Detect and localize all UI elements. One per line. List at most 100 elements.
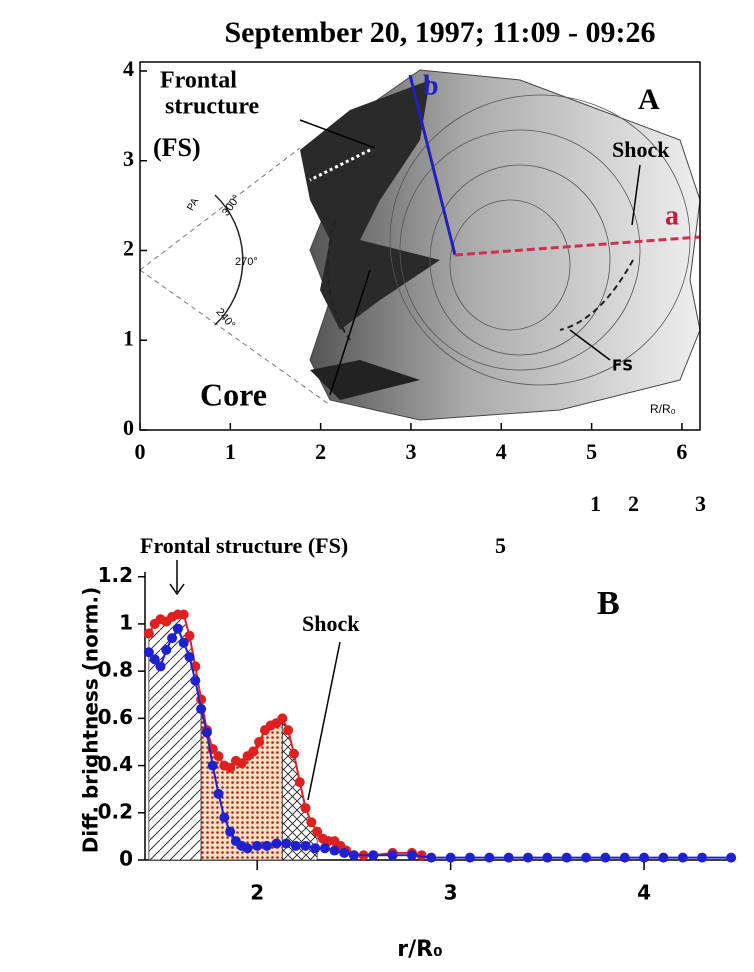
data-point [677,852,688,863]
y-tick-label: 1.2 [98,563,133,587]
annotation: 3 [695,491,706,516]
y-tick-label: 0.2 [98,799,133,823]
annotation: Shock [302,611,360,636]
data-point [542,852,553,863]
data-point [329,845,340,856]
data-point [213,751,224,762]
data-point [225,826,236,837]
data-point [271,838,282,849]
data-point [178,609,189,620]
data-point [196,703,207,714]
data-point [484,852,495,863]
data-point [143,647,154,658]
data-point [319,843,330,854]
y-tick-label: 1 [119,610,133,634]
annotation: (FS) [153,133,201,162]
x-tick-label: 2 [250,881,264,905]
data-point [288,748,299,759]
data-point [464,852,475,863]
data-point [143,628,154,639]
data-point [426,852,437,863]
annotation: b [423,70,439,101]
data-point [368,850,379,861]
annotation: Frontal [160,68,237,94]
data-point [219,812,230,823]
data-point [242,843,253,854]
data-point [184,651,195,662]
annotation: Core [200,376,267,412]
annotation: A [638,83,660,116]
data-point [312,826,323,837]
data-point [619,852,630,863]
data-point [161,644,172,655]
y-tick-label: 2 [123,236,134,261]
annotation: 240° [213,306,237,331]
data-point [639,852,650,863]
panel-a-image [139,69,701,421]
data-point [201,727,212,738]
data-point [658,852,669,863]
annotation: 300° [220,193,243,219]
data-point [281,838,292,849]
chart-title: September 20, 1997; 11:09 - 09:26 [224,16,655,49]
y-tick-label: 0 [123,415,134,440]
data-point [149,654,160,665]
annotation: structure [165,94,260,120]
data-point [348,850,359,861]
y-tick-label: 1 [123,325,134,350]
annotation: PA [185,196,201,213]
plot-frame [139,61,701,431]
x-tick-label: 2 [315,439,326,464]
data-point [445,852,456,863]
annotation: a [665,200,679,231]
data-point [184,630,195,641]
data-point [190,675,201,686]
y-tick-label: 4 [123,56,134,81]
y-tick-label: 3 [123,146,134,171]
data-point [277,713,288,724]
y-tick-label: 0.8 [98,658,133,682]
data-point [207,760,218,771]
data-point [416,850,427,861]
data-point [254,736,265,747]
data-point [155,661,166,672]
x-tick-label: 5 [586,439,597,464]
data-point [306,817,317,828]
data-point [600,852,611,863]
x-tick-label: 1 [225,439,236,464]
x-tick-label: 0 [135,439,146,464]
x-tick-label: 3 [444,881,458,905]
data-point [261,840,272,851]
data-point [339,847,350,858]
annotation: Frontal structure (FS) [140,533,348,558]
data-point [294,777,305,788]
y-tick-label: 0.4 [98,752,133,776]
annotation: 1 [590,491,601,516]
y-tick-label: 0.6 [98,705,133,729]
y-tick-label: 0 [119,847,133,871]
data-point [387,850,398,861]
annotation: B [597,585,620,622]
data-point [300,840,311,851]
data-point [213,788,224,799]
data-point [310,843,321,854]
data-point [561,852,572,863]
data-point [503,852,514,863]
data-point [726,852,737,863]
data-point [581,852,592,863]
data-point [178,637,189,648]
data-point [283,725,294,736]
data-point [172,623,183,634]
y-axis-label: Diff. brightness (norm.) [79,587,103,854]
data-point [167,633,178,644]
data-point [300,803,311,814]
data-point [406,850,417,861]
x-tick-label: 4 [496,439,507,464]
data-point [248,746,259,757]
annotation: 5 [495,533,506,558]
x-tick-label: 3 [405,439,416,464]
x-axis-label: r/R₀ [397,937,442,962]
annotation: Shock [612,137,670,162]
x-tick-label: 6 [676,439,687,464]
